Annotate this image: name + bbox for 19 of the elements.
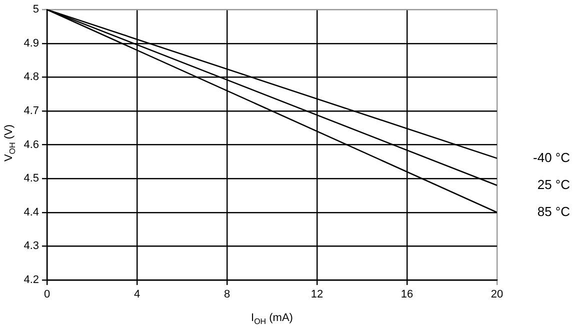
- y-tick-label: 4.9: [24, 37, 39, 50]
- x-tick-label: 4: [134, 288, 140, 301]
- x-tick-label: 0: [44, 288, 50, 301]
- x-axis-title: I$_{OH}$ (mA): [251, 312, 293, 326]
- text: 25 °C: [537, 176, 570, 192]
- x-tick-label: 12: [310, 288, 324, 301]
- y-tick-label: 4.3: [24, 240, 39, 252]
- x-tick-label: 16: [400, 288, 414, 301]
- x-tick-label: 8: [224, 288, 230, 301]
- y-tick-label: 4.2: [24, 274, 39, 286]
- y-tick-label: 4.5: [24, 172, 39, 185]
- y-tick-label: 4.7: [24, 105, 39, 118]
- text: 85 °C: [537, 204, 570, 219]
- y-tick-label: 5: [32, 4, 39, 16]
- y-tick-label: 4.4: [24, 206, 39, 218]
- y-tick-label: 4.6: [24, 138, 39, 151]
- y-tick-label: 4.8: [24, 71, 39, 84]
- text: -40 °C: [533, 150, 570, 165]
- x-tick-label: 20: [490, 288, 504, 301]
